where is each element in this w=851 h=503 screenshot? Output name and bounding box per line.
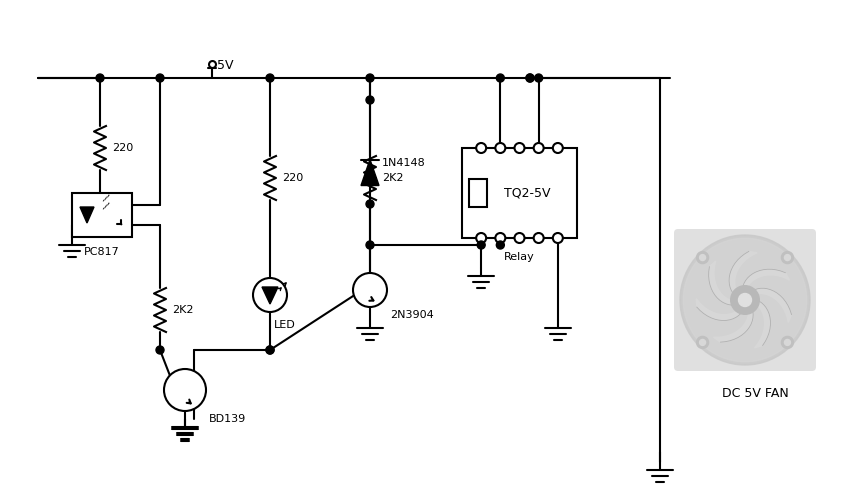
- Circle shape: [496, 74, 505, 82]
- Circle shape: [496, 241, 505, 249]
- FancyBboxPatch shape: [674, 229, 816, 371]
- Polygon shape: [696, 299, 742, 320]
- Circle shape: [785, 255, 791, 261]
- Circle shape: [164, 369, 206, 411]
- Circle shape: [477, 143, 486, 153]
- Bar: [462, 148, 577, 238]
- Circle shape: [156, 346, 164, 354]
- Text: 2K2: 2K2: [172, 305, 193, 315]
- Text: 2K2: 2K2: [382, 173, 403, 183]
- Circle shape: [553, 143, 563, 153]
- Bar: [72, 193, 132, 237]
- Circle shape: [266, 346, 274, 354]
- Text: LED: LED: [274, 320, 296, 330]
- Text: TQ2-5V: TQ2-5V: [504, 187, 551, 200]
- Polygon shape: [752, 288, 791, 322]
- Polygon shape: [755, 300, 770, 348]
- Circle shape: [781, 252, 793, 264]
- Text: /: /: [101, 193, 109, 203]
- Circle shape: [495, 143, 505, 153]
- Circle shape: [366, 96, 374, 104]
- Text: 220: 220: [282, 173, 303, 183]
- Polygon shape: [262, 287, 278, 304]
- Circle shape: [697, 337, 709, 349]
- Circle shape: [781, 337, 793, 349]
- Circle shape: [253, 278, 287, 312]
- Circle shape: [515, 143, 524, 153]
- Circle shape: [353, 273, 387, 307]
- Circle shape: [96, 74, 104, 82]
- Bar: [469, 179, 487, 207]
- Circle shape: [526, 74, 534, 82]
- Text: /: /: [101, 201, 109, 211]
- Circle shape: [534, 233, 544, 243]
- Circle shape: [534, 143, 544, 153]
- Polygon shape: [80, 207, 94, 223]
- Circle shape: [515, 233, 524, 243]
- Text: Relay: Relay: [504, 252, 534, 262]
- Circle shape: [366, 241, 374, 249]
- Circle shape: [366, 74, 374, 82]
- Polygon shape: [709, 261, 734, 305]
- Circle shape: [477, 241, 485, 249]
- Polygon shape: [361, 159, 379, 186]
- Circle shape: [526, 74, 534, 82]
- Circle shape: [700, 255, 705, 261]
- Circle shape: [534, 74, 543, 82]
- Polygon shape: [713, 309, 753, 342]
- Circle shape: [700, 340, 705, 346]
- Circle shape: [266, 346, 274, 354]
- Circle shape: [266, 74, 274, 82]
- Circle shape: [680, 235, 810, 365]
- Text: DC 5V FAN: DC 5V FAN: [722, 387, 788, 400]
- Polygon shape: [729, 252, 757, 295]
- Circle shape: [495, 233, 505, 243]
- Text: 1N4148: 1N4148: [382, 157, 426, 167]
- Circle shape: [683, 238, 807, 362]
- Text: BD139: BD139: [209, 414, 246, 424]
- Circle shape: [697, 252, 709, 264]
- Circle shape: [739, 293, 751, 306]
- Polygon shape: [742, 269, 790, 289]
- Circle shape: [785, 340, 791, 346]
- Circle shape: [477, 233, 486, 243]
- Text: 220: 220: [112, 143, 134, 153]
- Text: 2N3904: 2N3904: [390, 310, 434, 320]
- Circle shape: [156, 74, 164, 82]
- Text: 5V: 5V: [217, 58, 233, 71]
- Text: PC817: PC817: [84, 247, 120, 257]
- Circle shape: [553, 233, 563, 243]
- Circle shape: [366, 200, 374, 208]
- Circle shape: [731, 286, 759, 314]
